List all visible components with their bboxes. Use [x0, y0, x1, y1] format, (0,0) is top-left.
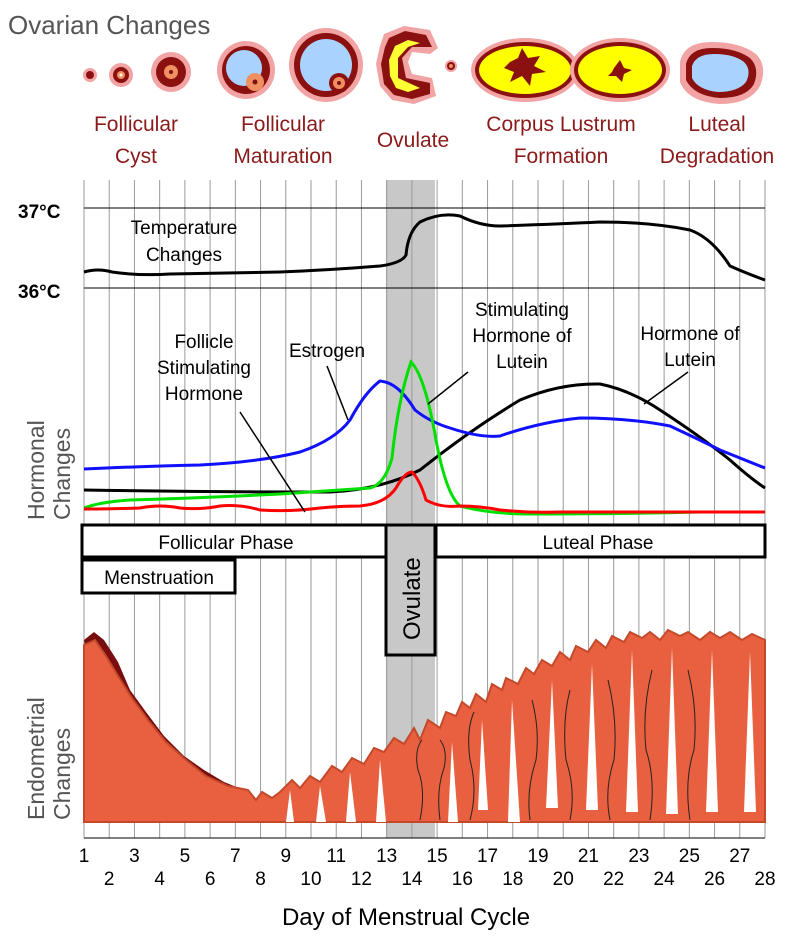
ovary-stage-icons: [83, 26, 764, 104]
x-tick-label: 14: [401, 869, 423, 890]
stage-label-follicular-cyst-l1: Follicular: [94, 113, 178, 136]
x-tick-label: 23: [628, 846, 649, 867]
corpus-luteum-icon: [471, 38, 579, 102]
x-tick-label: 3: [129, 846, 140, 867]
endometrial-section-label-1: Endometrial: [23, 697, 49, 820]
x-axis-tick-labels: 1234567891011121314151617181920212223242…: [79, 846, 776, 890]
x-tick-label: 15: [427, 846, 448, 867]
x-tick-label: 18: [502, 869, 523, 890]
luteal-phase-label: Luteal Phase: [543, 533, 654, 554]
temp-curve-label-1: Temperature: [131, 218, 238, 239]
temp-36-label: 36°C: [18, 282, 61, 303]
x-tick-label: 2: [104, 869, 115, 890]
menstruation-label: Menstruation: [104, 568, 214, 589]
menstruation-box: [80, 558, 237, 595]
x-tick-label: 16: [452, 869, 473, 890]
follicle-antrum-icon: [217, 41, 275, 99]
lh-curve: [83, 359, 765, 516]
x-tick-label: 1: [79, 846, 90, 867]
stage-label-luteal-l1: Luteal: [688, 113, 745, 136]
x-tick-label: 6: [205, 869, 216, 890]
follicle-graafian-icon: [289, 28, 363, 102]
fsh-curve: [83, 470, 765, 514]
follicle-tiny-icon: [83, 68, 97, 82]
stage-label-luteal-l2: Degradation: [660, 145, 774, 168]
lh-leader: [427, 371, 469, 405]
progesterone-label-2: Lutein: [664, 350, 716, 371]
temp-37-label: 37°C: [18, 202, 61, 223]
hormonal-section-label-1: Hormonal: [23, 420, 49, 520]
x-tick-label: 12: [351, 869, 372, 890]
x-tick-label: 21: [578, 846, 599, 867]
endometrium-illustration: [83, 628, 766, 823]
follicle-medium-icon: [151, 52, 191, 92]
x-tick-label: 24: [654, 869, 676, 890]
x-tick-label: 26: [704, 869, 725, 890]
x-tick-label: 28: [754, 869, 775, 890]
x-tick-label: 19: [527, 846, 548, 867]
phase-bars: Follicular Phase Luteal Phase Menstruati…: [80, 523, 767, 657]
ruptured-follicle-icon: [376, 26, 457, 104]
follicular-phase-label: Follicular Phase: [158, 533, 293, 554]
corpus-albicans-icon: [680, 42, 764, 104]
endometrial-section-label-2: Changes: [49, 728, 75, 820]
x-tick-label: 13: [376, 846, 397, 867]
x-tick-label: 5: [180, 846, 191, 867]
hormonal-section-label-2: Changes: [49, 428, 75, 520]
progesterone-leader: [643, 371, 689, 405]
corpus-luteum-mature-icon: [570, 38, 670, 102]
spiral-arteries: [416, 669, 696, 821]
stage-label-follicular-cyst-l2: Cyst: [115, 145, 157, 168]
temp-curve-label-2: Changes: [146, 245, 222, 266]
x-tick-label: 17: [477, 846, 498, 867]
estrogen-label: Estrogen: [289, 341, 365, 362]
ovulate-vertical-label: Ovulate: [399, 557, 426, 640]
ovarian-stage-labels: Follicular Cyst Follicular Maturation Ov…: [94, 113, 774, 168]
x-tick-label: 8: [255, 869, 266, 890]
hormone-leader-lines: [239, 365, 689, 513]
fsh-label-3: Hormone: [165, 384, 243, 405]
x-tick-label: 11: [326, 846, 346, 867]
stage-label-ovulate: Ovulate: [377, 129, 449, 152]
x-tick-label: 4: [154, 869, 165, 890]
x-tick-label: 10: [300, 869, 321, 890]
estrogen-curve: [83, 379, 766, 471]
fsh-label-1: Follicle: [174, 332, 233, 353]
estrogen-leader: [326, 365, 349, 421]
stage-label-corpus-l1: Corpus Lustrum: [486, 113, 635, 136]
x-tick-label: 20: [553, 869, 574, 890]
fsh-label-2: Stimulating: [157, 358, 251, 379]
lh-label-1: Stimulating: [475, 300, 569, 321]
stage-label-maturation-l2: Maturation: [233, 145, 332, 168]
lh-label-2: Hormone of: [472, 326, 572, 347]
temperature-curve: [83, 213, 766, 282]
x-tick-label: 9: [280, 846, 291, 867]
follicle-small-icon: [109, 63, 133, 87]
ovarian-title: Ovarian Changes: [8, 10, 210, 40]
x-axis-title: Day of Menstrual Cycle: [282, 904, 530, 931]
x-tick-label: 25: [679, 846, 700, 867]
lh-label-3: Lutein: [496, 352, 548, 373]
fsh-leader: [239, 411, 306, 513]
endometrial-gland-gaps: [286, 648, 756, 822]
progesterone-label-1: Hormone of: [640, 324, 740, 345]
x-tick-label: 7: [230, 846, 241, 867]
x-tick-label: 27: [729, 846, 750, 867]
stage-label-corpus-l2: Formation: [514, 145, 609, 168]
x-tick-label: 22: [603, 869, 624, 890]
ovulate-box: [384, 523, 437, 657]
stage-label-maturation-l1: Follicular: [241, 113, 325, 136]
hormone-labels: Follicle Stimulating Hormone Estrogen St…: [157, 300, 740, 405]
